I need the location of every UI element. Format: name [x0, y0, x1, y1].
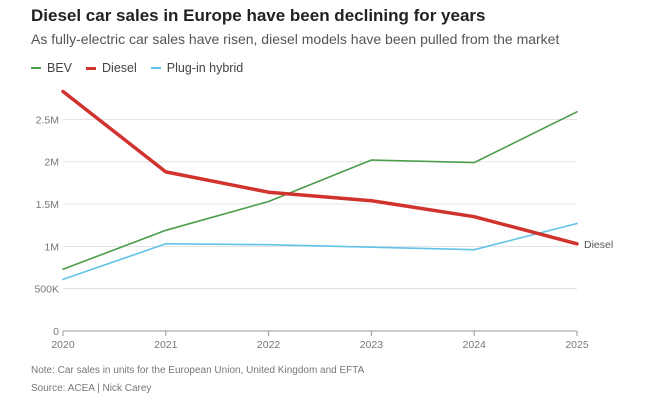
- y-tick-label: 0: [53, 326, 59, 338]
- x-tick-label: 2022: [257, 339, 281, 351]
- x-tick-label: 2021: [154, 339, 178, 351]
- legend-item-diesel: Diesel: [86, 61, 137, 75]
- y-tick-label: 1.5M: [36, 199, 59, 211]
- chart-note: Note: Car sales in units for the Europea…: [31, 365, 365, 376]
- y-tick-label: 2.5M: [36, 114, 59, 126]
- legend-swatch-plug-in-hybrid: [150, 67, 161, 69]
- x-tick-label: 2020: [51, 339, 75, 351]
- y-tick-label: 1M: [44, 241, 59, 253]
- x-tick-label: 2024: [463, 339, 487, 351]
- x-tick-label: 2023: [360, 339, 384, 351]
- chart-subtitle: As fully-electric car sales have risen, …: [31, 31, 560, 47]
- x-tick-label: 2025: [565, 339, 589, 351]
- legend-item-plug-in-hybrid: Plug-in hybrid: [150, 61, 244, 75]
- legend: BEV Diesel Plug-in hybrid: [31, 61, 243, 75]
- legend-item-bev: BEV: [31, 61, 72, 75]
- series-line-plug-in-hybrid: [62, 222, 578, 281]
- legend-label-bev: BEV: [47, 61, 73, 75]
- series-line-bev: [62, 111, 578, 271]
- y-tick-label: 2M: [44, 157, 59, 169]
- legend-label-plug-in-hybrid: Plug-in hybrid: [166, 61, 244, 75]
- chart-source: Source: ACEA | Nick Carey: [31, 383, 152, 394]
- annotation-label: Diesel: [584, 239, 613, 251]
- y-tick-label: 500K: [34, 284, 59, 296]
- legend-swatch-bev: [31, 67, 41, 69]
- series-line-diesel: [61, 89, 579, 246]
- legend-swatch-diesel: [86, 66, 97, 70]
- legend-label-diesel: Diesel: [102, 61, 137, 75]
- chart-title: Diesel car sales in Europe have been dec…: [31, 6, 486, 25]
